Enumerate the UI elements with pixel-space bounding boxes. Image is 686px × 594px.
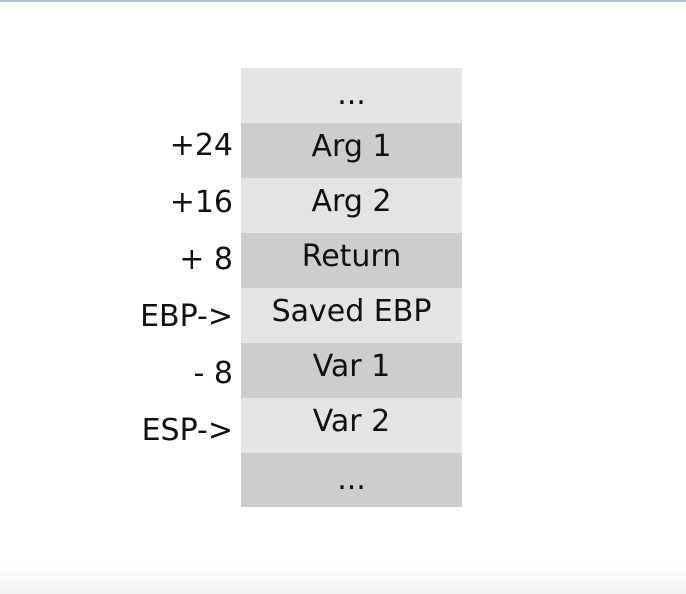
stack-cell-text: Arg 2 (311, 184, 392, 219)
offset-label-text: - 8 (193, 356, 233, 391)
stack-cell-text: ... (337, 77, 366, 112)
stack-cell-text: Var 1 (312, 349, 391, 384)
offset-label-text: +16 (169, 185, 233, 220)
stack-cell-text: Arg 1 (311, 129, 392, 164)
stack-cell-saved-ebp: Saved EBP (241, 288, 462, 343)
top-border (0, 0, 686, 2)
offset-label-arg-2: +16 (0, 186, 233, 243)
stack-cell-text: Saved EBP (271, 294, 432, 329)
stack-cell-var-1: Var 1 (241, 343, 462, 398)
stack-cell-bottom-ellipsis: ... (241, 453, 462, 507)
offset-label-text: + 8 (179, 242, 233, 277)
stack-cell-var-2: Var 2 (241, 398, 462, 453)
offset-label-esp: ESP-> (0, 414, 233, 471)
bottom-band (0, 566, 686, 594)
offset-label-text: +24 (169, 128, 233, 163)
stack-frame: ... Arg 1 Arg 2 Return Saved EBP Var 1 V… (241, 68, 462, 507)
offset-labels: +24 +16 + 8 EBP-> - 8 ESP-> (0, 68, 233, 471)
stack-cell-arg-1: Arg 1 (241, 123, 462, 178)
offset-label-var-1: - 8 (0, 357, 233, 414)
stack-cell-text: Var 2 (312, 404, 391, 439)
stack-cell-text: Return (301, 239, 402, 274)
offset-label-return: + 8 (0, 243, 233, 300)
offset-label-ebp: EBP-> (0, 300, 233, 357)
offset-label-text: EBP-> (140, 299, 233, 334)
stack-cell-return: Return (241, 233, 462, 288)
offset-label-text: ESP-> (141, 413, 233, 448)
stack-cell-top-ellipsis: ... (241, 68, 462, 123)
stack-cell-arg-2: Arg 2 (241, 178, 462, 233)
stack-cell-text: ... (337, 462, 366, 497)
offset-label-arg-1: +24 (0, 68, 233, 186)
